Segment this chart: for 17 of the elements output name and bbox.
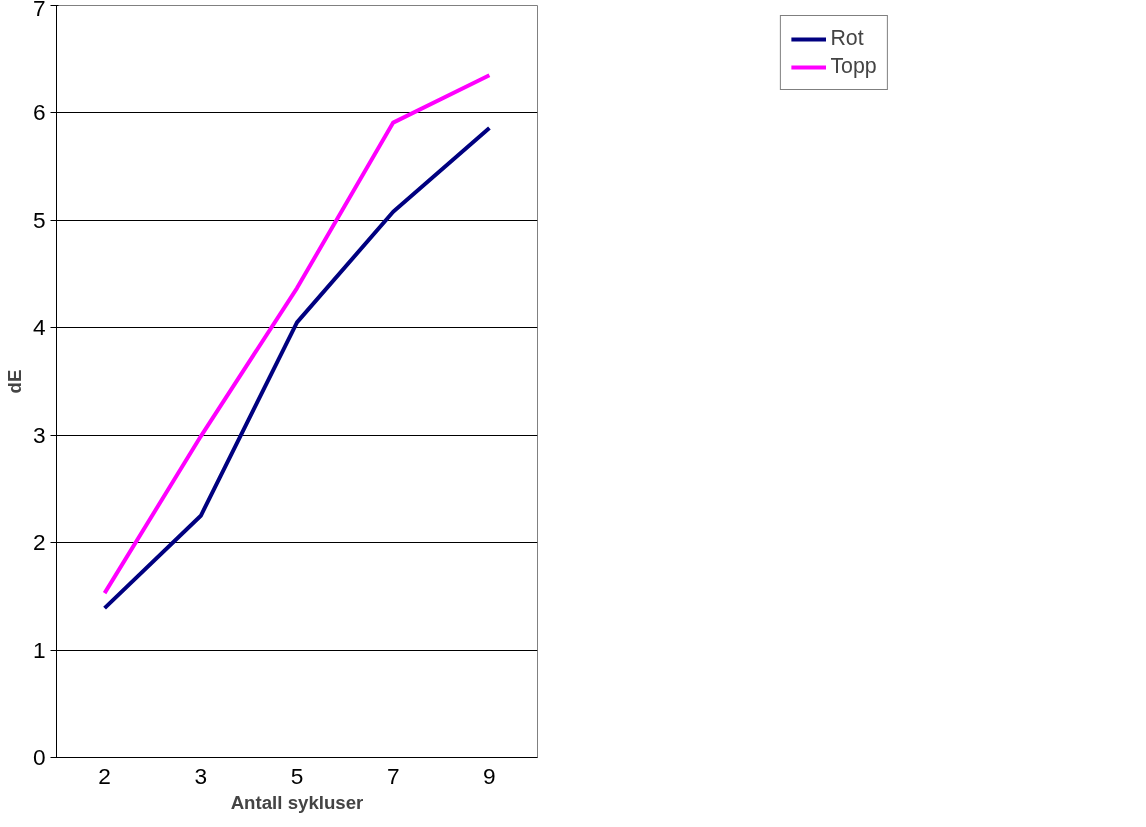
legend-label: Topp [830,54,877,79]
x-axis-title: Antall sykluser [230,791,364,813]
y-tick-label: 7 [32,0,46,21]
y-tick-label: 3 [32,421,46,448]
x-tick-label: 2 [98,762,111,789]
x-tick-label: 9 [483,762,496,789]
y-tick-label: 2 [32,529,46,556]
y-tick-label: 6 [32,99,46,126]
y-axis-title: dE [3,369,25,394]
x-tick-label: 3 [194,762,208,789]
legend-label: Rot [830,26,864,51]
y-tick-label: 0 [32,744,46,770]
y-tick-label: 1 [32,636,46,663]
y-tick-label: 5 [32,206,46,233]
y-tick-label: 4 [32,314,46,341]
x-tick-label: 7 [386,762,400,789]
x-tick-label: 5 [290,762,304,789]
